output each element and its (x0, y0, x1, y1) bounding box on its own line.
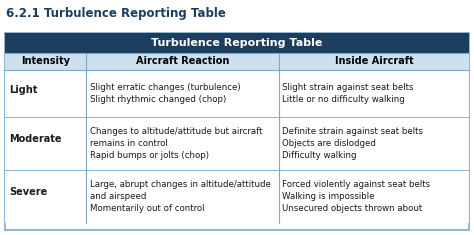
Bar (5, 117, 469, 170)
Bar (5, 170, 469, 223)
Bar (5, 33, 469, 230)
Text: Intensity: Intensity (21, 56, 70, 67)
Text: Forced violently against seat belts
Walking is impossible
Unsecured objects thro: Forced violently against seat belts Walk… (282, 180, 430, 213)
Text: Changes to altitude/attitude but aircraft
remains in control
Rapid bumps or jolt: Changes to altitude/attitude but aircraf… (90, 127, 263, 160)
Text: Definite strain against seat belts
Objects are dislodged
Difficulty walking: Definite strain against seat belts Objec… (282, 127, 423, 160)
Text: Aircraft Reaction: Aircraft Reaction (136, 56, 229, 67)
Text: Moderate: Moderate (9, 134, 62, 144)
Text: Slight erratic changes (turbulence)
Slight rhythmic changed (chop): Slight erratic changes (turbulence) Slig… (90, 83, 241, 104)
Bar (5, 33, 469, 53)
Text: Slight strain against seat belts
Little or no difficulty walking: Slight strain against seat belts Little … (282, 83, 413, 104)
Text: Severe: Severe (9, 187, 47, 197)
Bar (5, 53, 469, 70)
Bar (5, 70, 469, 117)
Text: Light: Light (9, 85, 37, 95)
Text: Turbulence Reporting Table: Turbulence Reporting Table (151, 38, 323, 48)
Text: Large, abrupt changes in altitude/attitude
and airspeed
Momentarily out of contr: Large, abrupt changes in altitude/attitu… (90, 180, 271, 213)
Text: 6.2.1 Turbulence Reporting Table: 6.2.1 Turbulence Reporting Table (6, 7, 226, 20)
Text: Inside Aircraft: Inside Aircraft (335, 56, 413, 67)
